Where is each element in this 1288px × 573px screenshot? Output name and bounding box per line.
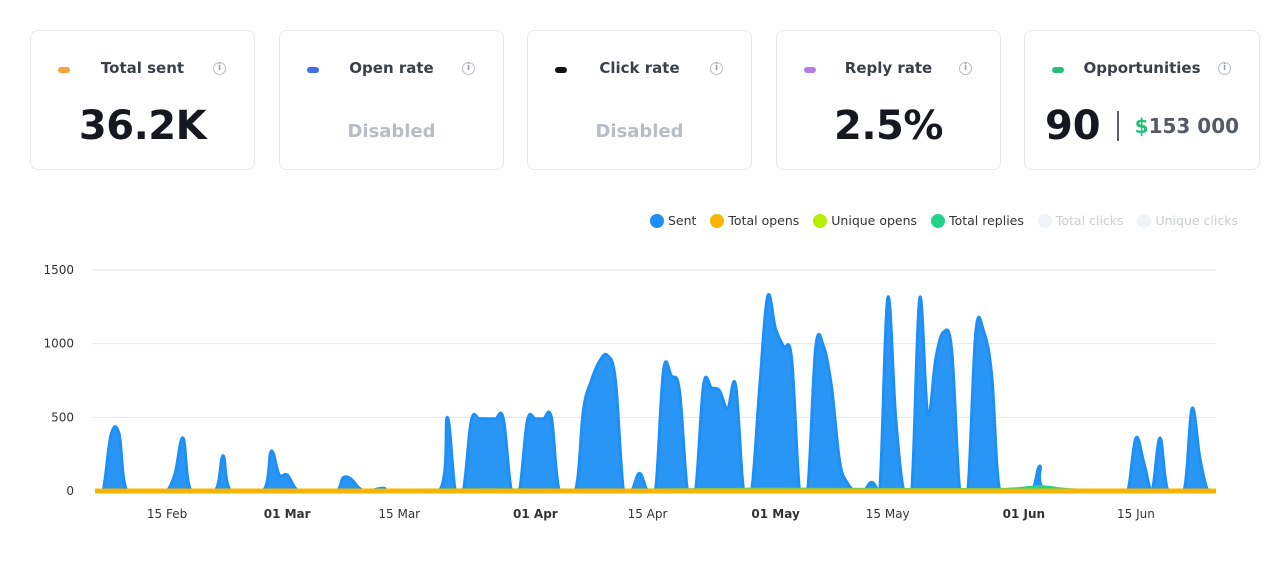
legend-item-total-clicks[interactable]: Total clicks <box>1037 213 1124 228</box>
chart-legend: Sent Total opens Unique opens Total repl… <box>649 213 1238 228</box>
opportunity-value: $153 000 <box>1135 114 1239 138</box>
x-tick-label: 01 Jun <box>1003 507 1045 521</box>
y-tick-label: 500 <box>51 410 74 424</box>
series-areas <box>94 292 1217 494</box>
legend-item-sent[interactable]: Sent <box>649 213 697 228</box>
legend-label: Unique opens <box>831 213 918 228</box>
divider <box>1116 111 1119 141</box>
info-icon[interactable]: i <box>710 62 723 75</box>
legend-label: Total clicks <box>1055 213 1124 228</box>
info-icon[interactable]: i <box>959 62 972 75</box>
currency-symbol: $ <box>1134 114 1149 138</box>
card-open-rate[interactable]: Open rate i Disabled <box>279 30 504 170</box>
card-reply-rate[interactable]: Reply rate i 2.5% <box>776 30 1001 170</box>
x-axis-labels: 15 Feb 01 Mar 15 Mar 01 Apr 15 Apr 01 May 15 M… <box>147 507 1155 521</box>
legend-swatch <box>649 213 664 228</box>
legend-dot-opportunities <box>1052 67 1064 73</box>
info-icon[interactable]: i <box>213 62 226 75</box>
y-tick-label: 1000 <box>43 337 74 351</box>
opportunities-row: 90 $153 000 <box>1025 103 1259 149</box>
card-value: 90 <box>1044 103 1101 149</box>
legend-swatch <box>931 213 946 228</box>
legend-swatch <box>710 213 725 228</box>
card-title: Click rate <box>599 59 680 77</box>
x-tick-label: 01 May <box>751 507 800 521</box>
legend-label: Total opens <box>728 213 800 228</box>
legend-label: Total replies <box>949 213 1024 228</box>
y-tick-label: 1500 <box>43 263 74 277</box>
x-tick-label: 15 Feb <box>147 507 187 521</box>
card-value: Disabled <box>595 121 684 142</box>
card-value: 36.2K <box>78 103 207 149</box>
legend-item-total-opens[interactable]: Total opens <box>710 213 799 228</box>
x-tick-label: 15 Apr <box>628 507 668 521</box>
series-line-sent[interactable] <box>95 292 1216 493</box>
legend-dot-open-rate <box>307 67 319 73</box>
legend-swatch <box>813 213 828 228</box>
legend-swatch <box>1037 213 1052 228</box>
x-tick-label: 15 Jun <box>1117 507 1155 521</box>
card-value: 2.5% <box>834 103 943 149</box>
card-title: Opportunities <box>1083 59 1201 77</box>
legend-dot-click-rate <box>555 67 567 73</box>
info-icon[interactable]: i <box>1218 62 1231 75</box>
x-tick-label: 01 Mar <box>264 507 311 521</box>
x-tick-label: 01 Apr <box>513 507 558 521</box>
card-value: Disabled <box>347 121 436 142</box>
legend-dot-total-sent <box>58 67 70 73</box>
y-tick-label: 0 <box>66 484 74 498</box>
card-title: Open rate <box>349 59 434 77</box>
info-icon[interactable]: i <box>462 62 475 75</box>
card-total-sent[interactable]: Total sent i 36.2K <box>30 30 255 170</box>
x-tick-label: 15 May <box>866 507 910 521</box>
card-title: Reply rate <box>844 59 933 77</box>
legend-item-unique-opens[interactable]: Unique opens <box>813 213 917 228</box>
legend-swatch <box>1137 213 1152 228</box>
opportunity-amount: 153 000 <box>1148 114 1240 138</box>
legend-item-total-replies[interactable]: Total replies <box>931 213 1024 228</box>
card-opportunities[interactable]: Opportunities i 90 $153 000 <box>1024 30 1260 170</box>
grid <box>93 269 1216 492</box>
legend-item-unique-clicks[interactable]: Unique clicks <box>1137 213 1238 228</box>
y-axis-labels: 0 500 1000 1500 <box>43 263 74 498</box>
legend-label: Unique clicks <box>1155 213 1238 228</box>
card-click-rate[interactable]: Click rate i Disabled <box>527 30 752 170</box>
card-title: Total sent <box>100 59 185 77</box>
legend-label: Sent <box>667 213 697 228</box>
legend-dot-reply-rate <box>804 67 816 73</box>
series-area-sent[interactable] <box>95 294 1216 491</box>
metric-cards: Total sent i 36.2K Open rate i Disabled … <box>30 30 1260 171</box>
x-tick-label: 15 Mar <box>378 507 420 521</box>
